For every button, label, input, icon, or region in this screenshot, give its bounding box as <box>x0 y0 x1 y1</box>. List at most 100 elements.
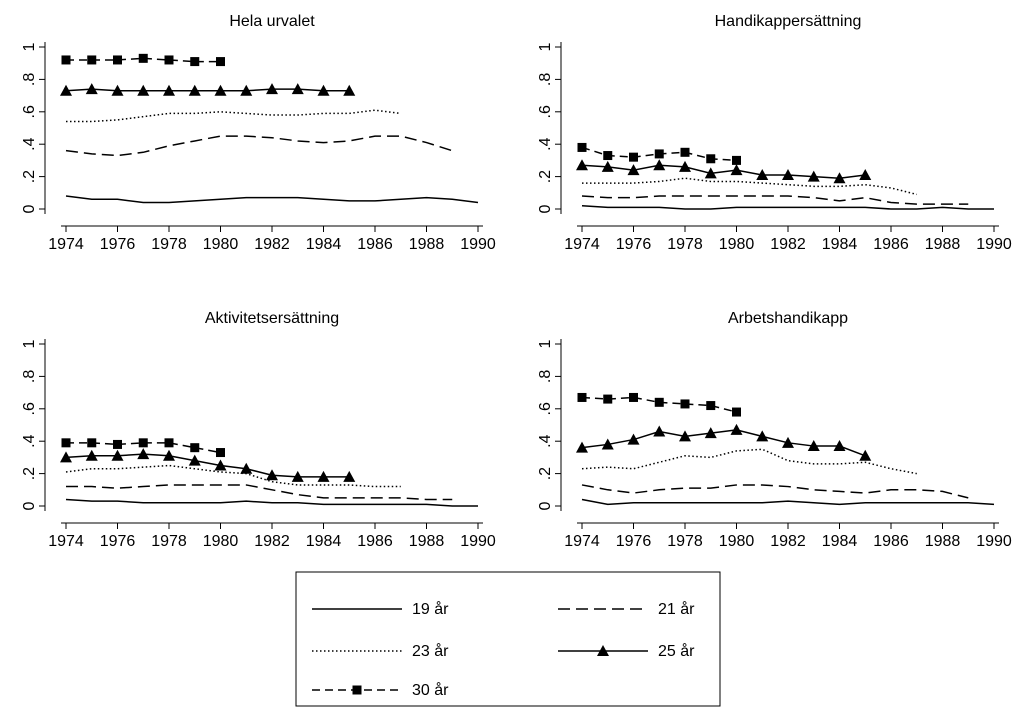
marker <box>601 438 614 450</box>
x-tick-label: 1984 <box>822 533 858 550</box>
series-line <box>581 498 995 506</box>
y-tick-label: 1 <box>537 42 554 51</box>
marker <box>317 470 330 482</box>
marker <box>352 685 362 695</box>
series-line <box>581 429 866 457</box>
x-tick-label: 1976 <box>100 236 136 253</box>
y-tick-label: .6 <box>537 105 554 118</box>
marker <box>653 425 666 437</box>
y-tick-label: 0 <box>21 501 38 510</box>
marker <box>653 159 666 171</box>
marker <box>576 159 588 171</box>
x-tick-label: 1986 <box>873 236 909 253</box>
marker <box>85 83 98 95</box>
series-line <box>65 453 350 478</box>
marker <box>654 149 664 159</box>
marker <box>111 84 124 96</box>
y-tick-label: 0 <box>537 204 554 213</box>
marker <box>629 392 638 402</box>
marker <box>576 441 588 453</box>
x-tick-label: 1984 <box>822 236 858 253</box>
x-tick-label: 1980 <box>203 533 239 550</box>
marker <box>654 397 664 407</box>
legend-label: 25 år <box>658 642 695 660</box>
marker <box>629 152 638 162</box>
x-tick-label: 1980 <box>719 236 755 253</box>
x-tick-label: 1976 <box>100 533 136 550</box>
y-tick-label: .8 <box>537 73 554 86</box>
marker <box>216 448 225 458</box>
marker <box>60 84 72 96</box>
y-tick-label: .4 <box>21 137 38 150</box>
marker <box>113 55 122 65</box>
marker <box>782 168 794 180</box>
x-tick-label: 1990 <box>460 236 496 253</box>
marker <box>756 430 769 442</box>
marker <box>87 55 97 65</box>
series-line <box>65 195 479 204</box>
y-tick-label: .6 <box>21 402 38 415</box>
x-tick-label: 1990 <box>460 533 496 550</box>
marker <box>732 155 741 165</box>
series-line <box>581 195 969 205</box>
marker <box>680 399 690 409</box>
x-tick-label: 1974 <box>48 236 84 253</box>
marker <box>61 55 71 65</box>
y-tick-label: .6 <box>21 105 38 118</box>
marker <box>164 55 174 65</box>
x-tick-label: 1982 <box>770 236 806 253</box>
series-line <box>65 88 350 92</box>
y-tick-label: 1 <box>537 339 554 348</box>
marker <box>833 440 846 452</box>
marker <box>859 449 872 461</box>
marker <box>782 436 794 448</box>
series-line <box>65 135 453 157</box>
marker <box>730 164 743 176</box>
panel-title: Hela urvalet <box>229 13 315 30</box>
marker <box>732 407 741 417</box>
x-tick-label: 1980 <box>719 533 755 550</box>
marker <box>137 448 150 460</box>
legend-label: 19 år <box>412 600 449 618</box>
marker <box>138 438 148 448</box>
legend-label: 30 år <box>412 681 449 699</box>
marker <box>807 170 820 182</box>
marker <box>291 83 304 95</box>
marker <box>833 172 846 184</box>
marker <box>343 470 356 482</box>
y-tick-label: .2 <box>21 170 38 183</box>
marker <box>704 427 717 439</box>
y-tick-label: .2 <box>537 170 554 183</box>
marker <box>113 439 122 449</box>
series-line <box>582 177 917 196</box>
marker <box>627 433 640 445</box>
x-tick-label: 1988 <box>409 533 445 550</box>
legend-box <box>295 571 721 707</box>
marker <box>603 151 613 161</box>
marker <box>627 164 640 176</box>
marker <box>859 168 872 180</box>
x-tick-label: 1978 <box>667 236 703 253</box>
y-tick-label: .8 <box>21 370 38 383</box>
y-tick-label: .8 <box>21 73 38 86</box>
y-tick-label: .4 <box>537 137 554 150</box>
x-tick-label: 1974 <box>48 533 84 550</box>
marker <box>266 469 278 481</box>
y-tick-label: .2 <box>537 467 554 480</box>
x-tick-label: 1976 <box>616 236 652 253</box>
marker <box>680 147 690 157</box>
marker <box>214 459 227 471</box>
marker <box>216 57 225 67</box>
marker <box>214 84 227 96</box>
panel-title: Aktivitetsersättning <box>205 310 339 327</box>
marker <box>190 57 200 67</box>
marker <box>188 454 201 466</box>
marker <box>190 443 200 453</box>
x-tick-label: 1988 <box>925 236 961 253</box>
x-tick-label: 1990 <box>976 533 1012 550</box>
x-tick-label: 1978 <box>151 236 187 253</box>
y-tick-label: .2 <box>21 467 38 480</box>
marker <box>240 84 253 96</box>
marker <box>343 84 356 96</box>
